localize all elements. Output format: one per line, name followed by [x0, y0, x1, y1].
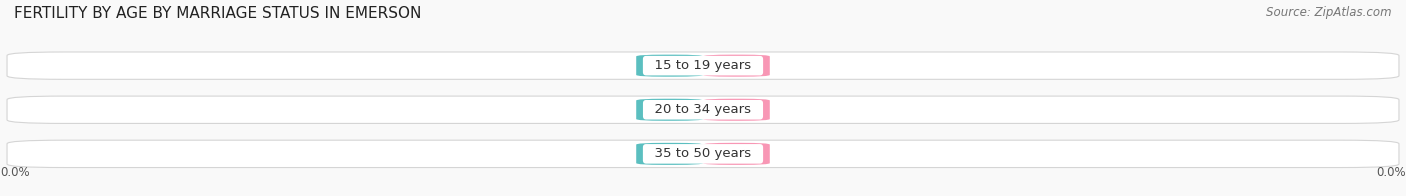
- Text: 0.0%: 0.0%: [721, 105, 752, 115]
- FancyBboxPatch shape: [7, 140, 1399, 168]
- Text: 0.0%: 0.0%: [721, 61, 752, 71]
- Text: 0.0%: 0.0%: [1376, 166, 1406, 180]
- FancyBboxPatch shape: [703, 55, 770, 77]
- FancyBboxPatch shape: [7, 52, 1399, 79]
- Text: 0.0%: 0.0%: [654, 149, 685, 159]
- Text: 20 to 34 years: 20 to 34 years: [647, 103, 759, 116]
- Text: 35 to 50 years: 35 to 50 years: [647, 147, 759, 160]
- Text: Source: ZipAtlas.com: Source: ZipAtlas.com: [1267, 6, 1392, 19]
- FancyBboxPatch shape: [637, 55, 703, 77]
- Text: 15 to 19 years: 15 to 19 years: [647, 59, 759, 72]
- Text: 0.0%: 0.0%: [0, 166, 30, 180]
- Text: 0.0%: 0.0%: [654, 61, 685, 71]
- Text: 0.0%: 0.0%: [721, 149, 752, 159]
- FancyBboxPatch shape: [703, 99, 770, 121]
- FancyBboxPatch shape: [637, 99, 703, 121]
- Text: 0.0%: 0.0%: [654, 105, 685, 115]
- FancyBboxPatch shape: [7, 96, 1399, 123]
- FancyBboxPatch shape: [703, 143, 770, 165]
- FancyBboxPatch shape: [637, 143, 703, 165]
- Text: FERTILITY BY AGE BY MARRIAGE STATUS IN EMERSON: FERTILITY BY AGE BY MARRIAGE STATUS IN E…: [14, 6, 422, 21]
